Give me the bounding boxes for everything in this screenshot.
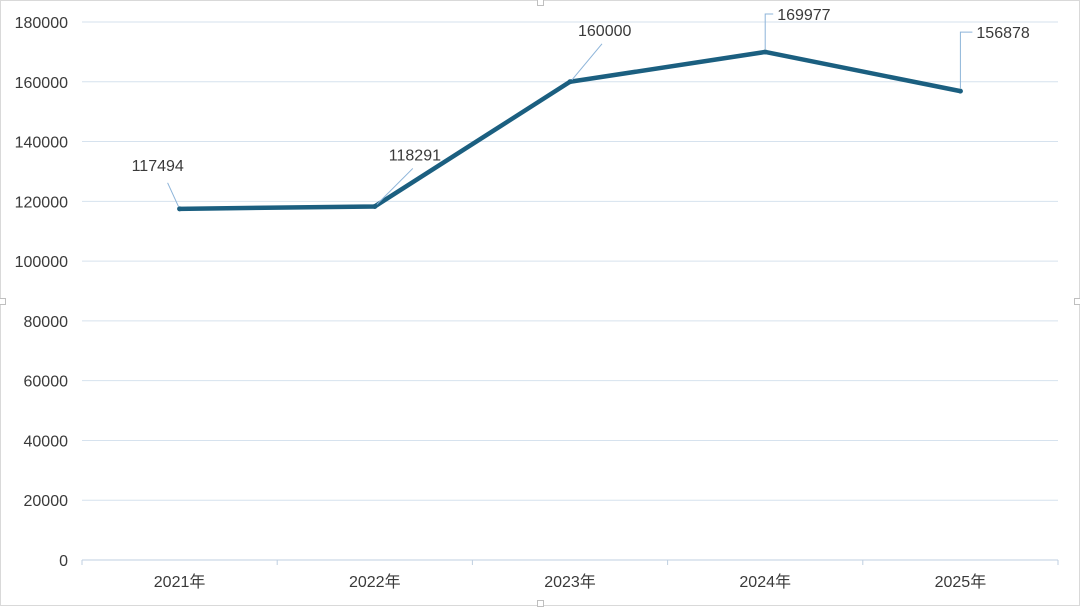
data-point <box>762 49 768 55</box>
leader-line <box>376 168 414 205</box>
leader-line <box>764 13 774 49</box>
y-tick-label: 180000 <box>15 15 68 32</box>
leader-line <box>571 43 603 81</box>
y-tick-label: 160000 <box>15 75 68 92</box>
gridlines <box>82 21 1058 501</box>
leader-line <box>167 182 180 208</box>
x-tick-label: 2021年 <box>154 573 206 591</box>
y-tick-label: 120000 <box>15 194 68 211</box>
resize-handle-top[interactable] <box>537 0 544 6</box>
data-label: 169977 <box>777 7 830 24</box>
data-point <box>177 206 183 212</box>
x-tick-label: 2023年 <box>544 573 596 591</box>
x-tick-label: 2024年 <box>739 573 791 591</box>
data-label: 156878 <box>976 25 1029 42</box>
x-axis-tick-labels: 2021年 2022年 2023年 2024年 2025年 <box>154 573 986 591</box>
resize-handle-right[interactable] <box>1074 298 1080 305</box>
resize-handle-left[interactable] <box>0 298 6 305</box>
data-labels: 117494 118291 160000 169977 156878 <box>132 7 1030 208</box>
data-label: 160000 <box>578 23 631 40</box>
x-tick-label: 2025年 <box>935 573 987 591</box>
y-axis-tick-labels: 0 20000 40000 60000 80000 100000 120000 140000 1… <box>15 15 68 570</box>
y-tick-label: 140000 <box>15 135 68 152</box>
y-tick-label: 60000 <box>24 374 69 391</box>
data-point <box>957 88 963 94</box>
x-tick-label: 2022年 <box>349 573 401 591</box>
y-tick-label: 0 <box>59 553 68 570</box>
y-tick-label: 20000 <box>24 493 69 510</box>
series-line <box>177 49 963 212</box>
series <box>177 49 963 212</box>
axes <box>81 559 1059 565</box>
data-label: 117494 <box>132 158 184 175</box>
y-tick-label: 80000 <box>24 314 69 331</box>
y-tick-label: 100000 <box>15 254 68 271</box>
leader-line <box>959 31 973 89</box>
data-point <box>372 203 378 209</box>
data-point <box>567 79 573 85</box>
data-label: 118291 <box>389 147 441 164</box>
y-tick-label: 40000 <box>24 433 69 450</box>
